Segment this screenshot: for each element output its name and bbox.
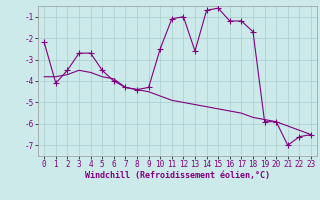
X-axis label: Windchill (Refroidissement éolien,°C): Windchill (Refroidissement éolien,°C) (85, 171, 270, 180)
